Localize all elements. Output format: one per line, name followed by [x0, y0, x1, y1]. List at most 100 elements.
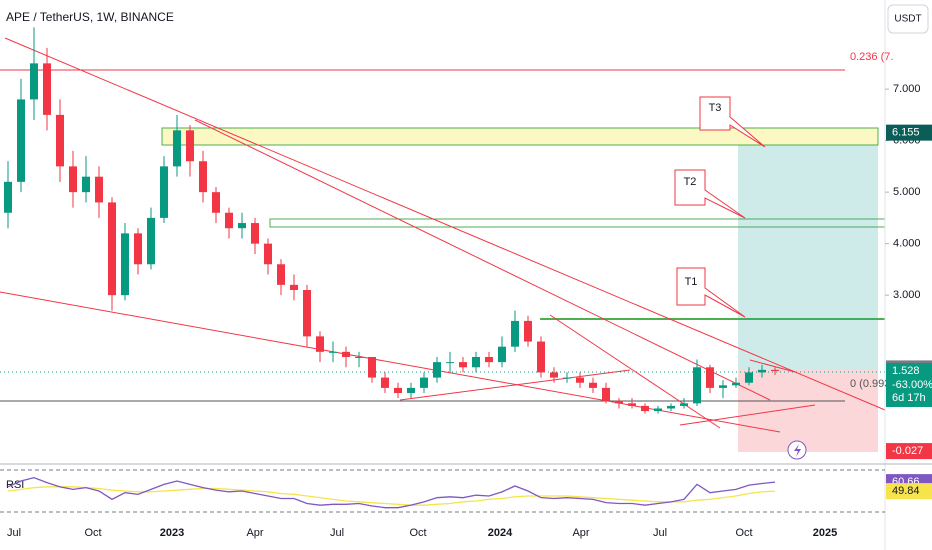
- candle-body: [95, 176, 103, 203]
- candle-body: [732, 382, 740, 386]
- candle-body: [446, 362, 454, 364]
- candle-body: [693, 367, 701, 404]
- candle-body: [537, 341, 545, 373]
- candle-body: [654, 408, 662, 412]
- title: APE / TetherUS, 1W, BINANCE: [6, 10, 174, 24]
- candle-body: [407, 387, 415, 394]
- x-tick-label: Jul: [7, 527, 21, 539]
- candle-body: [82, 176, 90, 193]
- candle-body: [771, 369, 779, 371]
- y-tick-label: 5.000: [893, 186, 921, 198]
- candle-body: [758, 369, 766, 373]
- x-tick-label: Oct: [84, 527, 101, 539]
- candle-body: [498, 346, 506, 363]
- countdown: 6d 17h: [892, 392, 926, 404]
- candle-body: [368, 356, 376, 378]
- price-tag: [886, 362, 932, 407]
- currency: USDT: [894, 14, 921, 25]
- fib-label: 0 (0.993): [850, 378, 894, 390]
- target-label: T1: [685, 276, 698, 288]
- rsi-tag: [886, 483, 932, 500]
- y-tick-label: 3.000: [893, 289, 921, 301]
- candle-body: [225, 212, 233, 229]
- y-tick-label: 7.000: [893, 83, 921, 95]
- candle-body: [30, 63, 38, 100]
- candle-body: [433, 362, 441, 378]
- x-tick-label: Oct: [735, 527, 752, 539]
- candle-body: [56, 114, 64, 167]
- x-tick-label: Apr: [246, 527, 263, 539]
- candle-body: [420, 377, 428, 388]
- candle-body: [615, 400, 623, 404]
- x-tick-label: Jul: [330, 527, 344, 539]
- candle-body: [121, 233, 129, 296]
- candle-body: [108, 202, 116, 296]
- profit-zone: [738, 145, 878, 370]
- candle-body: [628, 403, 636, 406]
- rsi-tag-label: 49.84: [892, 485, 920, 497]
- candle-body: [186, 130, 194, 162]
- candle-body: [4, 181, 12, 213]
- candle-body: [199, 161, 207, 193]
- target-label: T2: [684, 176, 697, 188]
- price-tag-label: -0.027: [892, 445, 923, 457]
- candle-body: [745, 372, 753, 383]
- rsi-values: [7, 476, 776, 509]
- candle-body: [173, 130, 181, 167]
- candle-body: [264, 243, 272, 265]
- trendlines: [0, 37, 886, 433]
- candle-body: [667, 405, 675, 409]
- price-change: -63.00%: [892, 379, 932, 391]
- x-tick-label: 2025: [813, 527, 837, 539]
- candle-body: [550, 372, 558, 378]
- x-tick-label: 2024: [488, 527, 513, 539]
- candle-body: [589, 382, 597, 388]
- candle-body: [459, 362, 467, 368]
- candle-body: [563, 377, 571, 379]
- candle-body: [43, 63, 51, 115]
- candle-body: [381, 377, 389, 388]
- target-zone: [161, 127, 879, 146]
- candle-body: [290, 284, 298, 291]
- price-tag-label: 1.528: [892, 365, 920, 377]
- fib-label: 0.236 (7.: [850, 51, 893, 63]
- candle-body: [17, 99, 25, 182]
- currency-button[interactable]: [887, 4, 929, 34]
- candle-body: [329, 351, 337, 353]
- candle-body: [69, 166, 77, 193]
- price-tag: [886, 124, 932, 141]
- candle-body: [342, 351, 350, 357]
- candle-body: [706, 367, 714, 388]
- x-tick-label: 2023: [160, 527, 184, 539]
- candle-body: [719, 385, 727, 388]
- x-tick-label: Oct: [409, 527, 426, 539]
- candle-body: [277, 264, 285, 285]
- candle-body: [251, 223, 259, 244]
- candle-body: [472, 356, 480, 368]
- candle-body: [524, 320, 532, 342]
- candle-body: [147, 217, 155, 265]
- price-tag: [886, 443, 932, 460]
- rsi-ma: [7, 486, 776, 506]
- x-tick-label: Apr: [572, 527, 589, 539]
- candle-body: [511, 320, 519, 347]
- candle-body: [680, 403, 688, 406]
- y-tick-label: 4.000: [893, 238, 921, 250]
- candle-body: [303, 290, 311, 337]
- candle-body: [394, 387, 402, 394]
- price-tag-label: 6.155: [892, 127, 920, 139]
- candle-body: [576, 377, 584, 383]
- candle-body: [602, 387, 610, 401]
- candle-body: [485, 356, 493, 363]
- candle-body: [160, 166, 168, 218]
- x-tick-label: Jul: [653, 527, 667, 539]
- candle-body: [641, 405, 649, 412]
- candle-body: [212, 192, 220, 213]
- candle-body: [316, 336, 324, 352]
- target-label: T3: [709, 102, 722, 114]
- alert-icon: [794, 444, 801, 457]
- candle-body: [134, 233, 142, 265]
- candle-body: [355, 356, 363, 358]
